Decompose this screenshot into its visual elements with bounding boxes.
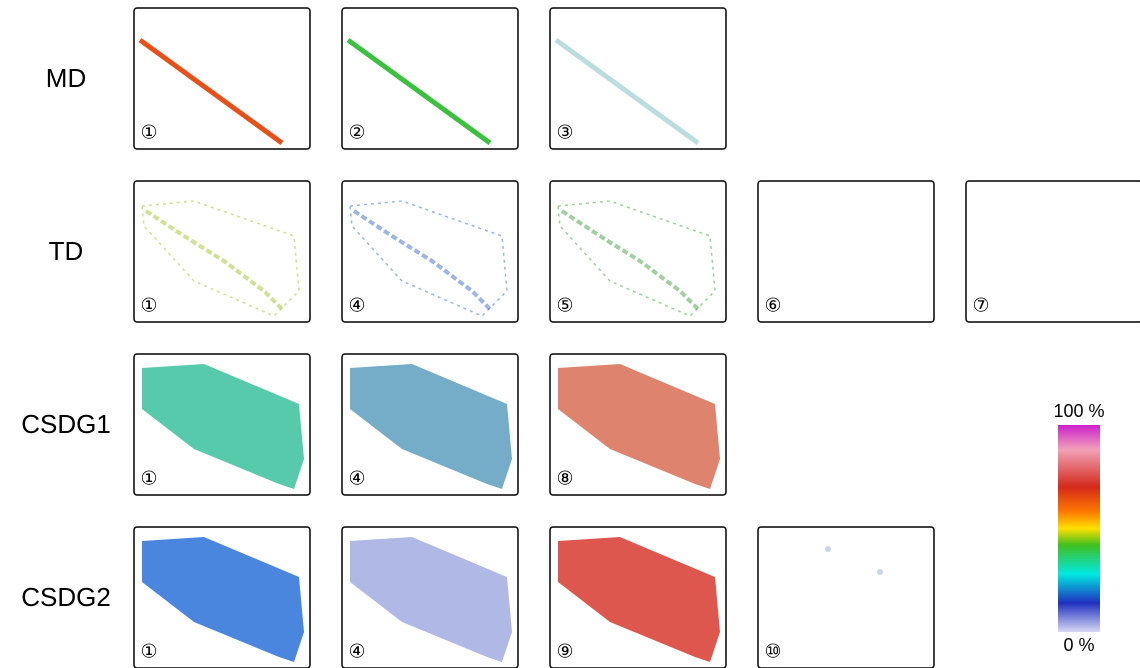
map-trace <box>138 37 284 146</box>
map-spot <box>825 546 831 552</box>
scenario-number: ③ <box>556 122 573 144</box>
row-label: MD <box>46 63 86 93</box>
map-area <box>144 209 286 313</box>
scenario-number: ① <box>140 295 157 317</box>
map-area <box>350 537 512 662</box>
map-area <box>350 364 512 489</box>
scenario-number: ⑩ <box>764 641 781 663</box>
map-area <box>557 200 716 317</box>
map-panel <box>757 180 935 323</box>
scenario-number: ① <box>140 641 157 663</box>
scenario-number: ⑥ <box>764 295 781 317</box>
map-area <box>142 537 304 662</box>
map-panel <box>549 7 727 150</box>
map-area <box>349 200 508 317</box>
scenario-number: ④ <box>348 295 365 317</box>
map-trace <box>554 37 700 146</box>
scenario-number: ⑦ <box>972 295 989 317</box>
map-panel <box>757 526 935 668</box>
scenario-number: ⑤ <box>556 295 573 317</box>
colorbar <box>1058 425 1100 632</box>
map-panel <box>133 180 311 323</box>
map-area <box>558 537 720 662</box>
map-area <box>558 364 720 489</box>
map-panel <box>965 180 1140 323</box>
map-panel <box>133 7 311 150</box>
scenario-number: ① <box>140 468 157 490</box>
scenario-number: ④ <box>348 468 365 490</box>
panel-grid: MD ① ② ③ TD ① ④ ⑤ ⑥ ⑦ CSDG1 ① ④ ⑧ CSDG2 ① ④ ⑨ ⑩ <box>21 7 1140 668</box>
scenario-number: ② <box>348 122 365 144</box>
map-area <box>352 209 494 313</box>
scenario-number: ⑧ <box>556 468 573 490</box>
map-panel <box>341 180 519 323</box>
colorbar-min-label: 0 % <box>1063 635 1094 655</box>
map-area <box>142 364 304 489</box>
map-spot <box>877 569 883 575</box>
colorbar-max-label: 100 % <box>1053 401 1104 421</box>
scenario-number: ④ <box>348 641 365 663</box>
map-area <box>141 200 300 317</box>
scenario-number: ① <box>140 122 157 144</box>
map-area <box>560 209 702 313</box>
row-label: CSDG2 <box>21 582 111 612</box>
row-label: CSDG1 <box>21 409 111 439</box>
row-label: TD <box>49 236 84 266</box>
map-panel <box>549 180 727 323</box>
map-trace <box>346 37 492 146</box>
scenario-number: ⑨ <box>556 641 573 663</box>
map-panel <box>341 7 519 150</box>
